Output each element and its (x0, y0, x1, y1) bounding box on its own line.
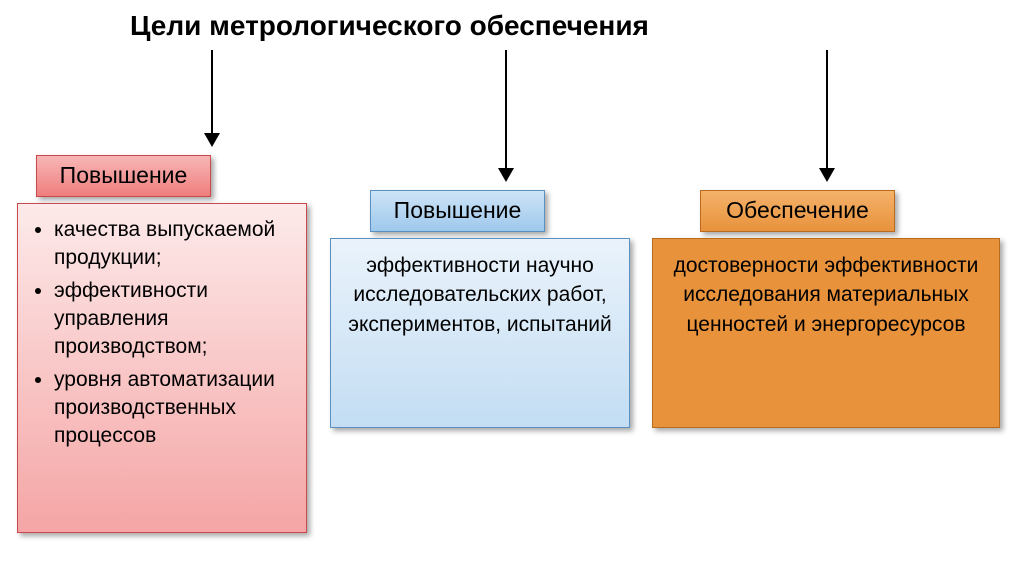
content-box-3: достоверности эффективности исследования… (652, 238, 1000, 428)
label-box-3: Обеспечение (700, 190, 895, 232)
label-text-3: Обеспечение (726, 197, 869, 223)
label-text-1: Повышение (60, 162, 188, 188)
arrow-2 (505, 50, 507, 180)
content-text-3: достоверности эффективности исследования… (653, 239, 999, 351)
label-text-2: Повышение (394, 197, 522, 223)
content-box-2: эффективности научно исследовательских р… (330, 238, 630, 428)
list-item: уровня автоматизации производственных пр… (54, 366, 292, 451)
list-item: качества выпускаемой продукции; (54, 216, 292, 273)
arrow-1 (211, 50, 213, 145)
diagram-title: Цели метрологического обеспечения (130, 10, 649, 42)
list-item: эффективности управления производством; (54, 277, 292, 362)
content-inner-1: качества выпускаемой продукции; эффектив… (18, 204, 306, 467)
content-list-1: качества выпускаемой продукции; эффектив… (32, 216, 292, 451)
label-box-2: Повышение (370, 190, 545, 232)
content-text-2: эффективности научно исследовательских р… (331, 239, 629, 351)
content-box-1: качества выпускаемой продукции; эффектив… (17, 203, 307, 533)
arrow-3 (826, 50, 828, 180)
label-box-1: Повышение (36, 155, 211, 197)
